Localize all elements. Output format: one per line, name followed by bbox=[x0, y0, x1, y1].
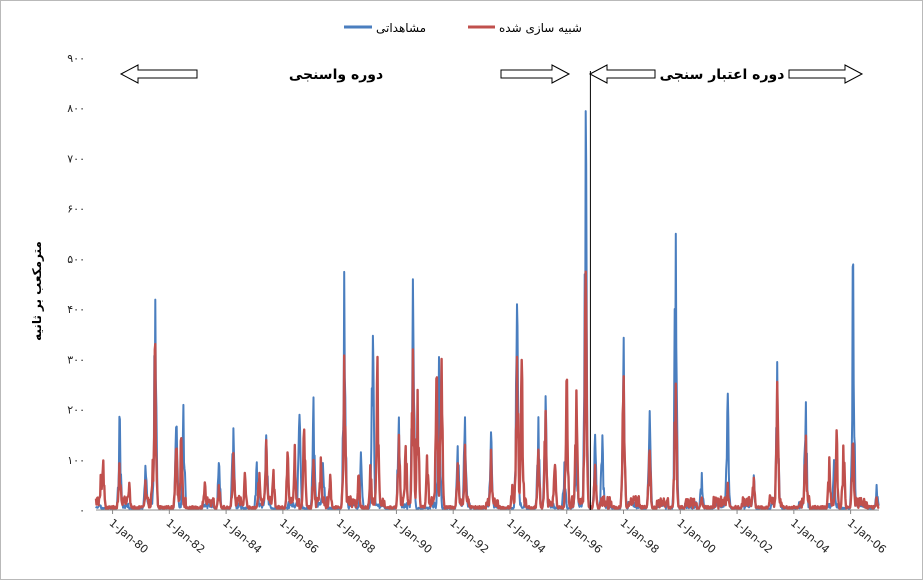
y-tick-label: ۱۰۰ bbox=[67, 454, 85, 467]
y-tick-label: ۶۰۰ bbox=[67, 203, 85, 216]
y-tick-label: ۴۰۰ bbox=[67, 303, 85, 316]
x-tick-label: 1-Jan-82 bbox=[163, 516, 207, 556]
calibration-period-label: دوره واسنجی bbox=[289, 67, 383, 83]
x-tick-label: 1-Jan-92 bbox=[447, 516, 491, 556]
y-tick-label: ۵۰۰ bbox=[67, 253, 85, 266]
observed-series-line bbox=[95, 110, 880, 510]
y-tick-label: ۸۰۰ bbox=[67, 102, 85, 115]
simulated-series-line bbox=[94, 270, 880, 511]
x-tick-label: 1-Jan-90 bbox=[390, 516, 434, 556]
x-tick-label: 1-Jan-02 bbox=[731, 516, 775, 556]
x-tick-label: 1-Jan-04 bbox=[788, 516, 832, 556]
y-tick-label: ۲۰۰ bbox=[67, 404, 85, 417]
y-axis-ticks: ۰ ۱۰۰ ۲۰۰ ۳۰۰ ۴۰۰ ۵۰۰ ۶۰۰ ۷۰۰ ۸۰۰ ۹۰۰ bbox=[67, 52, 85, 517]
x-tick-label: 1-Jan-94 bbox=[504, 516, 548, 556]
x-tick-label: 1-Jan-06 bbox=[845, 516, 889, 556]
legend: شبیه سازی شده مشاهداتی bbox=[344, 21, 582, 36]
x-tick-label: 1-Jan-84 bbox=[220, 516, 264, 556]
validation-period-label: دوره اعتبار سنجی bbox=[660, 67, 785, 83]
x-tick-label: 1-Jan-96 bbox=[561, 516, 605, 556]
x-tick-label: 1-Jan-80 bbox=[107, 516, 151, 556]
period-annotations: دوره واسنجی دوره اعتبار سنجی bbox=[119, 64, 864, 84]
validation-right-arrow bbox=[788, 64, 864, 84]
y-axis-title: مترمکعب بر ثانیه bbox=[30, 241, 44, 341]
y-tick-label: ۹۰۰ bbox=[67, 52, 85, 65]
validation-left-arrow bbox=[588, 64, 656, 84]
x-tick-label: 1-Jan-98 bbox=[618, 516, 662, 556]
legend-simulated-label: شبیه سازی شده bbox=[499, 21, 582, 36]
series-group bbox=[94, 110, 880, 511]
y-tick-label: ۰ bbox=[79, 504, 85, 517]
y-tick-label: ۳۰۰ bbox=[67, 353, 85, 366]
calibration-left-arrow bbox=[119, 64, 198, 84]
legend-observed-label: مشاهداتی bbox=[376, 21, 426, 35]
x-tick-label: 1-Jan-00 bbox=[674, 516, 718, 556]
x-axis-ticks: 1-Jan-80 1-Jan-82 1-Jan-84 1-Jan-86 1-Jan-88… bbox=[107, 510, 889, 556]
calibration-right-arrow bbox=[500, 64, 571, 84]
x-tick-label: 1-Jan-86 bbox=[277, 516, 321, 556]
y-tick-label: ۷۰۰ bbox=[67, 152, 85, 165]
x-tick-label: 1-Jan-88 bbox=[334, 516, 378, 556]
